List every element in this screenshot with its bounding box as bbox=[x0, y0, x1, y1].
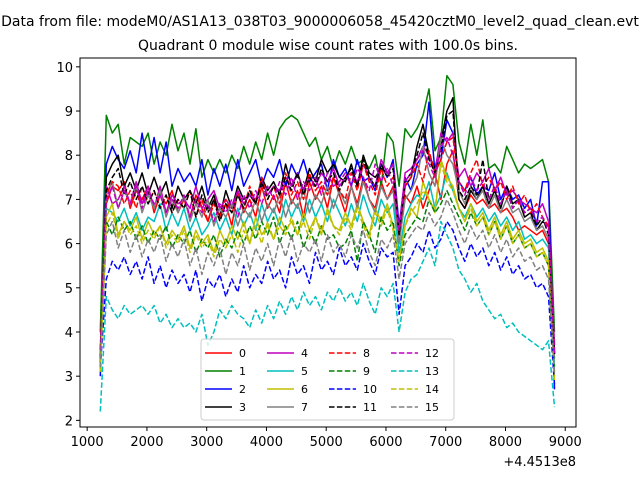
y-tick-label: 2 bbox=[65, 414, 73, 429]
series-line-8 bbox=[99, 136, 556, 355]
y-tick-label: 4 bbox=[65, 326, 73, 341]
x-tick-label: 4000 bbox=[250, 435, 283, 450]
legend-box bbox=[200, 338, 455, 421]
legend-label-0: 0 bbox=[239, 347, 246, 360]
x-axis: 1000 2000 3000 4000 5000 6000 7000 8000 9000 bbox=[71, 427, 582, 450]
series-line-10 bbox=[99, 220, 556, 386]
x-tick-label: 9000 bbox=[549, 435, 582, 450]
x-tick-label: 3000 bbox=[190, 435, 223, 450]
legend-label-7: 7 bbox=[301, 401, 308, 414]
y-tick-label: 6 bbox=[65, 238, 73, 253]
legend-label-5: 5 bbox=[301, 365, 308, 378]
series-line-5 bbox=[99, 172, 556, 368]
x-tick-label: 1000 bbox=[71, 435, 104, 450]
y-tick-label: 8 bbox=[65, 149, 73, 164]
x-tick-label: 2000 bbox=[130, 435, 163, 450]
legend-label-14: 14 bbox=[425, 383, 439, 396]
series-line-14 bbox=[99, 163, 556, 381]
legend-label-2: 2 bbox=[239, 383, 246, 396]
series-line-6 bbox=[99, 158, 556, 377]
series-line-15 bbox=[99, 198, 556, 372]
legend-label-11: 11 bbox=[363, 401, 377, 414]
series-layer bbox=[99, 74, 556, 412]
x-tick-label: 6000 bbox=[369, 435, 402, 450]
plot-frame bbox=[79, 57, 577, 428]
series-line-13 bbox=[99, 220, 556, 412]
legend-label-9: 9 bbox=[363, 365, 370, 378]
y-axis: 2 3 4 5 6 7 8 9 10 bbox=[56, 61, 80, 429]
y-tick-label: 7 bbox=[65, 193, 73, 208]
y-tick-label: 9 bbox=[65, 105, 73, 120]
legend-label-10: 10 bbox=[363, 383, 377, 396]
legend-label-13: 13 bbox=[425, 365, 439, 378]
series-line-7 bbox=[99, 136, 556, 359]
series-line-9 bbox=[99, 189, 556, 372]
x-tick-label: 7000 bbox=[429, 435, 462, 450]
x-tick-label: 5000 bbox=[310, 435, 343, 450]
x-axis-offset-label: +4.4513e8 bbox=[503, 455, 576, 470]
series-line-1 bbox=[99, 74, 556, 333]
y-tick-label: 5 bbox=[65, 282, 73, 297]
chart-title: Quadrant 0 module wise count rates with … bbox=[138, 38, 518, 54]
legend-label-3: 3 bbox=[239, 401, 246, 414]
legend-label-15: 15 bbox=[425, 401, 439, 414]
series-line-2 bbox=[99, 101, 556, 390]
y-tick-label: 10 bbox=[56, 61, 73, 76]
legend-label-4: 4 bbox=[301, 347, 308, 360]
series-line-12 bbox=[99, 136, 556, 359]
legend-label-12: 12 bbox=[425, 347, 439, 360]
legend-label-6: 6 bbox=[301, 383, 308, 396]
series-line-11 bbox=[99, 110, 556, 359]
x-tick-label: 8000 bbox=[489, 435, 522, 450]
y-tick-label: 3 bbox=[65, 370, 73, 385]
legend-label-1: 1 bbox=[239, 365, 246, 378]
figure-suptitle: Data from file: modeM0/AS1A13_038T03_900… bbox=[1, 14, 639, 30]
legend-label-8: 8 bbox=[363, 347, 370, 360]
